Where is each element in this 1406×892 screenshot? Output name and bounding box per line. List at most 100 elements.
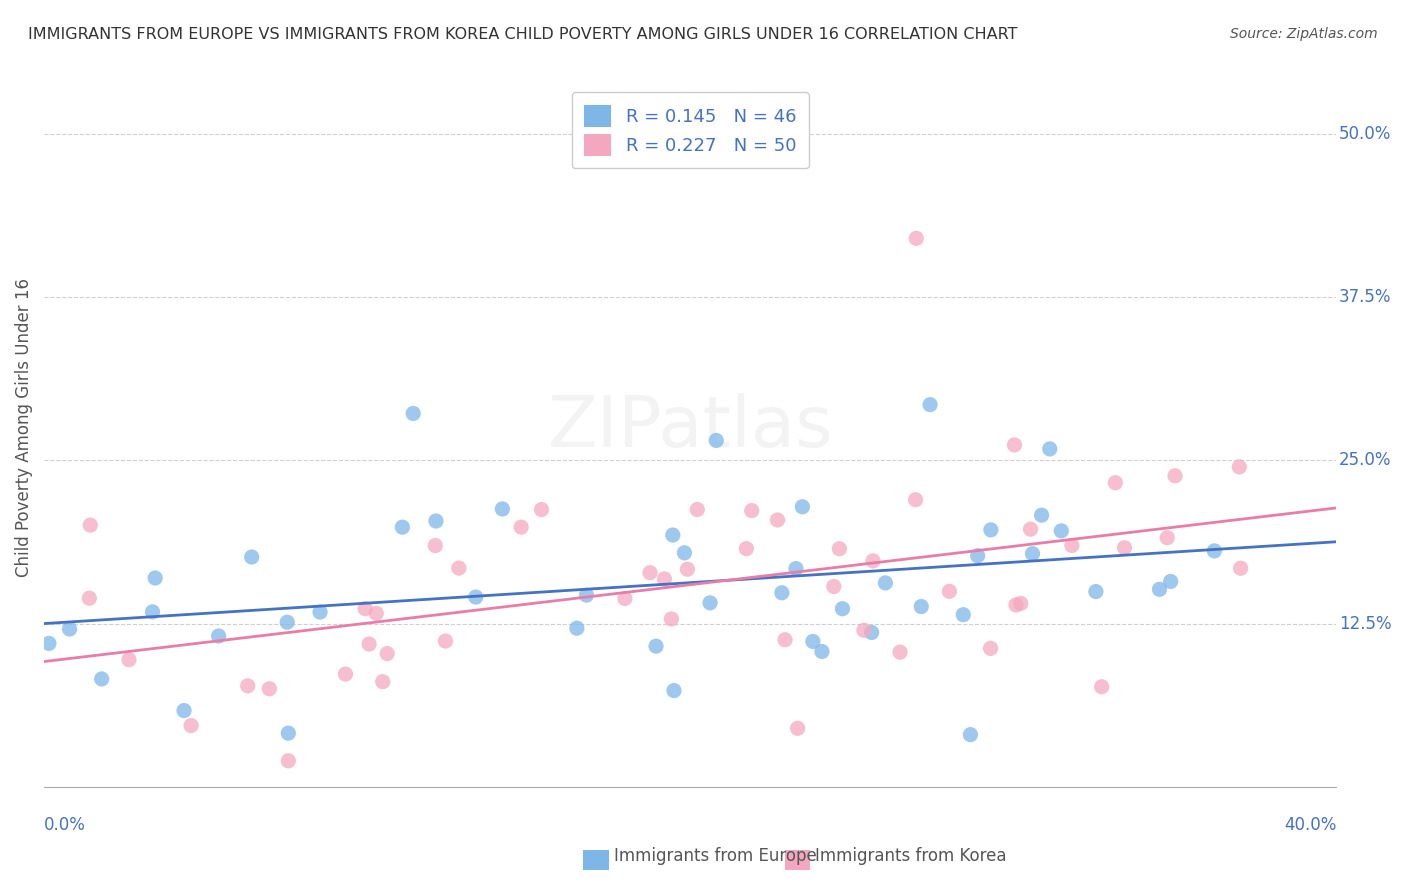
Point [1104, 475, 1126, 490]
Point [354, 601, 377, 615]
Point [811, 644, 834, 658]
Point [1160, 574, 1182, 589]
Text: 25.0%: 25.0% [1339, 451, 1392, 469]
Point [447, 561, 470, 575]
Point [959, 728, 981, 742]
Point [638, 566, 661, 580]
Point [875, 576, 897, 591]
Point [980, 641, 1002, 656]
Point [79, 518, 101, 533]
Point [141, 605, 163, 619]
Point [823, 580, 845, 594]
Point [1164, 468, 1187, 483]
Point [786, 721, 808, 735]
Text: 37.5%: 37.5% [1339, 288, 1392, 306]
Point [770, 586, 793, 600]
Point [980, 523, 1002, 537]
Point [259, 681, 281, 696]
Point [852, 624, 875, 638]
Point [1084, 584, 1107, 599]
Point [491, 502, 513, 516]
Point [889, 645, 911, 659]
Point [1005, 598, 1028, 612]
Point [735, 541, 758, 556]
Point [828, 541, 851, 556]
Point [1091, 680, 1114, 694]
Text: 12.5%: 12.5% [1339, 615, 1392, 632]
Point [180, 718, 202, 732]
Point [530, 502, 553, 516]
Point [565, 621, 588, 635]
Point [425, 539, 447, 553]
Point [38, 636, 60, 650]
Point [1156, 531, 1178, 545]
Point [966, 549, 988, 563]
Point [425, 514, 447, 528]
Point [938, 584, 960, 599]
Point [143, 571, 166, 585]
Point [1060, 539, 1083, 553]
Point [236, 679, 259, 693]
Text: ZIPatlas: ZIPatlas [547, 393, 832, 462]
Point [904, 492, 927, 507]
Point [277, 726, 299, 740]
Point [905, 231, 928, 245]
Text: IMMIGRANTS FROM EUROPE VS IMMIGRANTS FROM KOREA CHILD POVERTY AMONG GIRLS UNDER : IMMIGRANTS FROM EUROPE VS IMMIGRANTS FRO… [28, 27, 1018, 42]
Point [464, 590, 486, 604]
Point [1204, 544, 1226, 558]
Point [207, 629, 229, 643]
Point [58, 622, 80, 636]
Point [918, 398, 941, 412]
Point [309, 605, 332, 619]
Point [831, 601, 853, 615]
Text: 40.0%: 40.0% [1284, 815, 1336, 834]
Y-axis label: Child Poverty Among Girls Under 16: Child Poverty Among Girls Under 16 [15, 278, 32, 577]
Point [90, 672, 112, 686]
Point [1229, 561, 1251, 575]
Point [276, 615, 298, 630]
Point [1149, 582, 1171, 597]
Point [118, 653, 141, 667]
Point [277, 754, 299, 768]
Legend: R = 0.145   N = 46, R = 0.227   N = 50: R = 0.145 N = 46, R = 0.227 N = 50 [571, 92, 808, 169]
Point [1019, 522, 1042, 536]
Point [661, 612, 683, 626]
Point [662, 683, 685, 698]
Text: Immigrants from Korea: Immigrants from Korea [815, 847, 1007, 865]
Point [741, 503, 763, 517]
Point [676, 562, 699, 576]
Point [335, 667, 357, 681]
Point [613, 591, 636, 606]
Point [654, 572, 676, 586]
Point [1031, 508, 1053, 523]
Point [699, 596, 721, 610]
Point [662, 528, 685, 542]
Point [434, 634, 457, 648]
Point [860, 625, 883, 640]
Point [1227, 459, 1250, 474]
Text: 50.0%: 50.0% [1339, 125, 1391, 143]
Point [785, 561, 807, 575]
Point [766, 513, 789, 527]
Text: Source: ZipAtlas.com: Source: ZipAtlas.com [1230, 27, 1378, 41]
Point [1004, 438, 1026, 452]
Text: 0.0%: 0.0% [44, 815, 86, 834]
Point [79, 591, 101, 606]
Point [359, 637, 381, 651]
Point [792, 500, 814, 514]
Point [375, 647, 398, 661]
Point [1050, 524, 1073, 538]
Point [575, 588, 598, 602]
Point [1010, 596, 1032, 610]
Point [645, 639, 668, 653]
Point [391, 520, 413, 534]
Point [773, 632, 796, 647]
Point [673, 546, 696, 560]
Point [240, 549, 263, 564]
Point [1021, 547, 1043, 561]
Point [173, 704, 195, 718]
Point [371, 674, 394, 689]
Point [704, 434, 727, 448]
Point [402, 407, 425, 421]
Point [862, 554, 884, 568]
